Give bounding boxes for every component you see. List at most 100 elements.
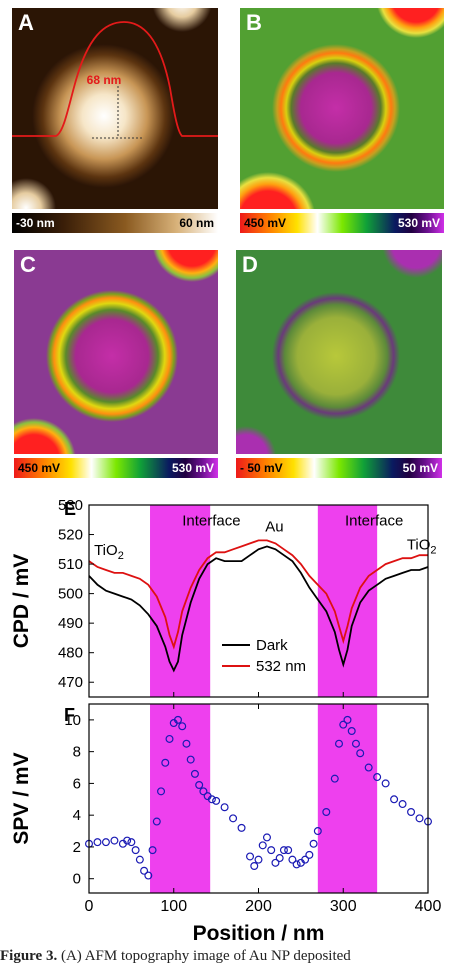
ytick-label-f: 10 [64,712,81,729]
interface-band-e-0 [150,505,211,697]
colorbar-b-min: 450 mV [244,216,287,230]
legend-label-1: 532 nm [256,658,306,675]
spv-point [140,866,149,875]
spv-point [182,739,191,748]
spv-point [101,838,110,847]
xtick-label-f: 100 [160,898,187,915]
spv-point [161,758,170,767]
colorbar-b: 450 mV 530 mV [240,213,444,233]
panel-d-spv-map: D [236,250,442,454]
annotation-e: Interface [345,513,403,530]
annotation-e: Interface [182,513,240,530]
spv-point [309,839,318,848]
panel-letter-d: D [242,252,258,277]
colorbar-c-max: 530 mV [171,461,214,475]
spv-point [271,858,280,867]
spv-point [165,734,174,743]
cpd-series-1 [88,539,428,650]
legend-label-0: Dark [256,637,288,654]
interface-band-f-0 [150,704,211,893]
spv-point [347,726,356,735]
colorbar-a: -30 nm 60 nm [12,213,218,233]
ytick-label-e: 520 [58,527,83,544]
spv-point [148,846,157,855]
spv-point [250,861,259,870]
spv-point [390,795,399,804]
spv-point [190,769,199,778]
spv-point [93,838,102,847]
panel-letter-f: F [64,705,75,725]
spv-point [381,779,390,788]
panel-letter-e: E [64,499,76,519]
spv-point [275,854,284,863]
spv-point [246,852,255,861]
spv-point [301,855,310,864]
spv-point [123,836,132,845]
caption-text: (A) AFM topography image of Au NP deposi… [60,948,351,964]
spv-point [186,755,195,764]
spv-point [262,833,271,842]
ytick-label-f: 8 [73,744,81,761]
spv-point [351,739,360,748]
spv-point [254,855,263,864]
spv-point [110,836,119,845]
colorbar-a-min: -30 nm [16,216,55,230]
spv-point [415,814,424,823]
spv-point [131,846,140,855]
spv-point [157,787,166,796]
spv-point [127,838,136,847]
spv-point [284,846,293,855]
panel-letter-b: B [246,10,262,35]
spv-point [364,763,373,772]
spv-point [373,773,382,782]
interface-band-f-1 [317,704,378,893]
colorbar-d: - 50 mV 50 mV [236,458,442,478]
ytick-label-f: 4 [73,807,81,824]
ytick-label-e: 470 [58,674,83,691]
ytick-label-f: 2 [73,839,81,856]
spv-point [229,814,238,823]
colorbar-d-min: - 50 mV [240,461,283,475]
panel-b-kpfm-dark: B [240,8,444,209]
spv-point [330,774,339,783]
spv-point [322,807,331,816]
kpfm-map-b [240,8,444,209]
spv-point [195,780,204,789]
annotation-e: TiO2 [94,542,124,562]
figure-caption: Figure 3. (A) AFM topography image of Au… [0,948,474,967]
xtick-label-f: 200 [245,898,272,915]
xtick-label-f: 0 [85,898,94,915]
afm-topography-image: 68 nm [12,8,218,209]
spv-point [288,855,297,864]
spv-point [398,800,407,809]
x-axis-label: Position / nm [193,922,325,945]
ytick-label-e: 500 [58,586,83,603]
colorbar-a-max: 60 nm [179,216,214,230]
interface-band-e-1 [317,505,378,697]
ytick-label-f: 0 [73,871,81,888]
spv-point [313,827,322,836]
colorbar-b-max: 530 mV [397,216,440,230]
ytick-label-e: 510 [58,556,83,573]
panel-a-topography: 68 nm A [12,8,218,209]
panel-letter-a: A [18,10,34,35]
spv-point [199,787,208,796]
ytick-label-f: 6 [73,775,81,792]
colorbar-d-max: 50 mV [402,461,438,475]
spv-point [173,715,182,724]
xtick-label-f: 300 [330,898,357,915]
y-axis-label-f: SPV / mV [10,752,33,844]
spv-point [135,855,144,864]
spv-point [343,715,352,724]
annotation-e: TiO2 [407,536,437,556]
spv-point [339,720,348,729]
ytick-label-e: 530 [58,497,83,514]
height-profile-line [12,21,218,137]
ytick-label-e: 480 [58,645,83,662]
cpd-series-0 [88,545,429,673]
spv-point [220,803,229,812]
spv-point [335,739,344,748]
colorbar-c-min: 450 mV [18,461,61,475]
spv-point [207,795,216,804]
